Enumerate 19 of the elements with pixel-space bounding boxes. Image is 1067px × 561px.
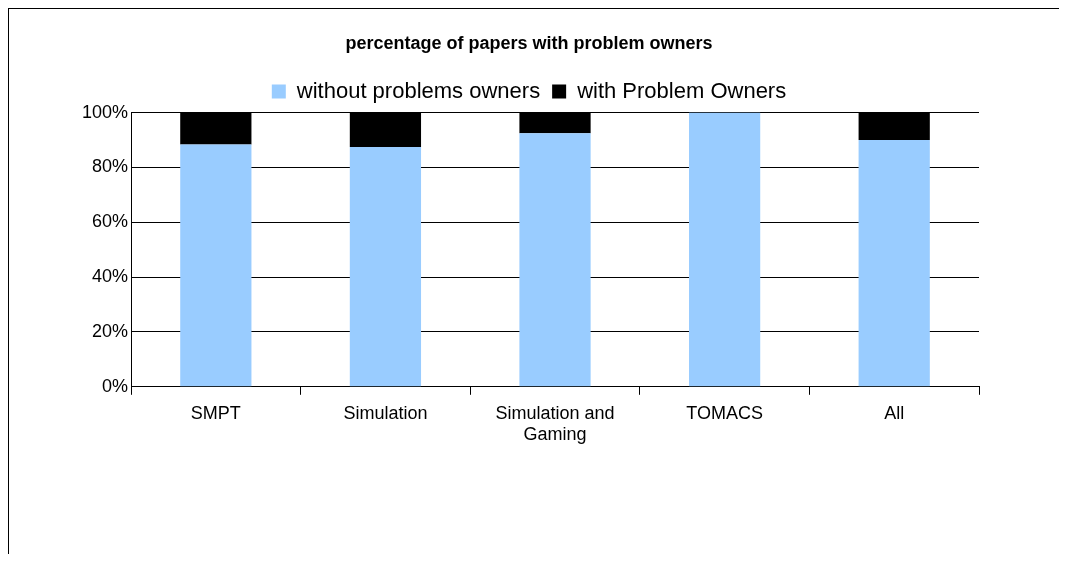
y-tick-label: 80% [92, 156, 129, 177]
legend-label: without problems owners [295, 77, 541, 103]
chart-title: percentage of papers with problem owners [345, 32, 713, 53]
x-tick-label: TOMACS [686, 402, 763, 423]
y-tick-label: 60% [92, 211, 129, 232]
bar [519, 133, 591, 387]
x-tick-label: Simulation [343, 402, 428, 423]
y-tick-label: 0% [102, 375, 129, 396]
bar [689, 112, 761, 387]
y-tick-label: 100% [81, 101, 129, 122]
bar [858, 140, 930, 387]
bar [180, 144, 252, 387]
x-tick-label: All [884, 402, 905, 423]
legend-label: with Problem Owners [576, 77, 787, 103]
y-tick-label: 20% [92, 320, 129, 341]
y-tick-label: 40% [92, 266, 129, 287]
x-tick-label: SMPT [190, 402, 241, 423]
bar [349, 146, 422, 387]
x-tick-label: Simulation and Gaming [495, 402, 615, 445]
